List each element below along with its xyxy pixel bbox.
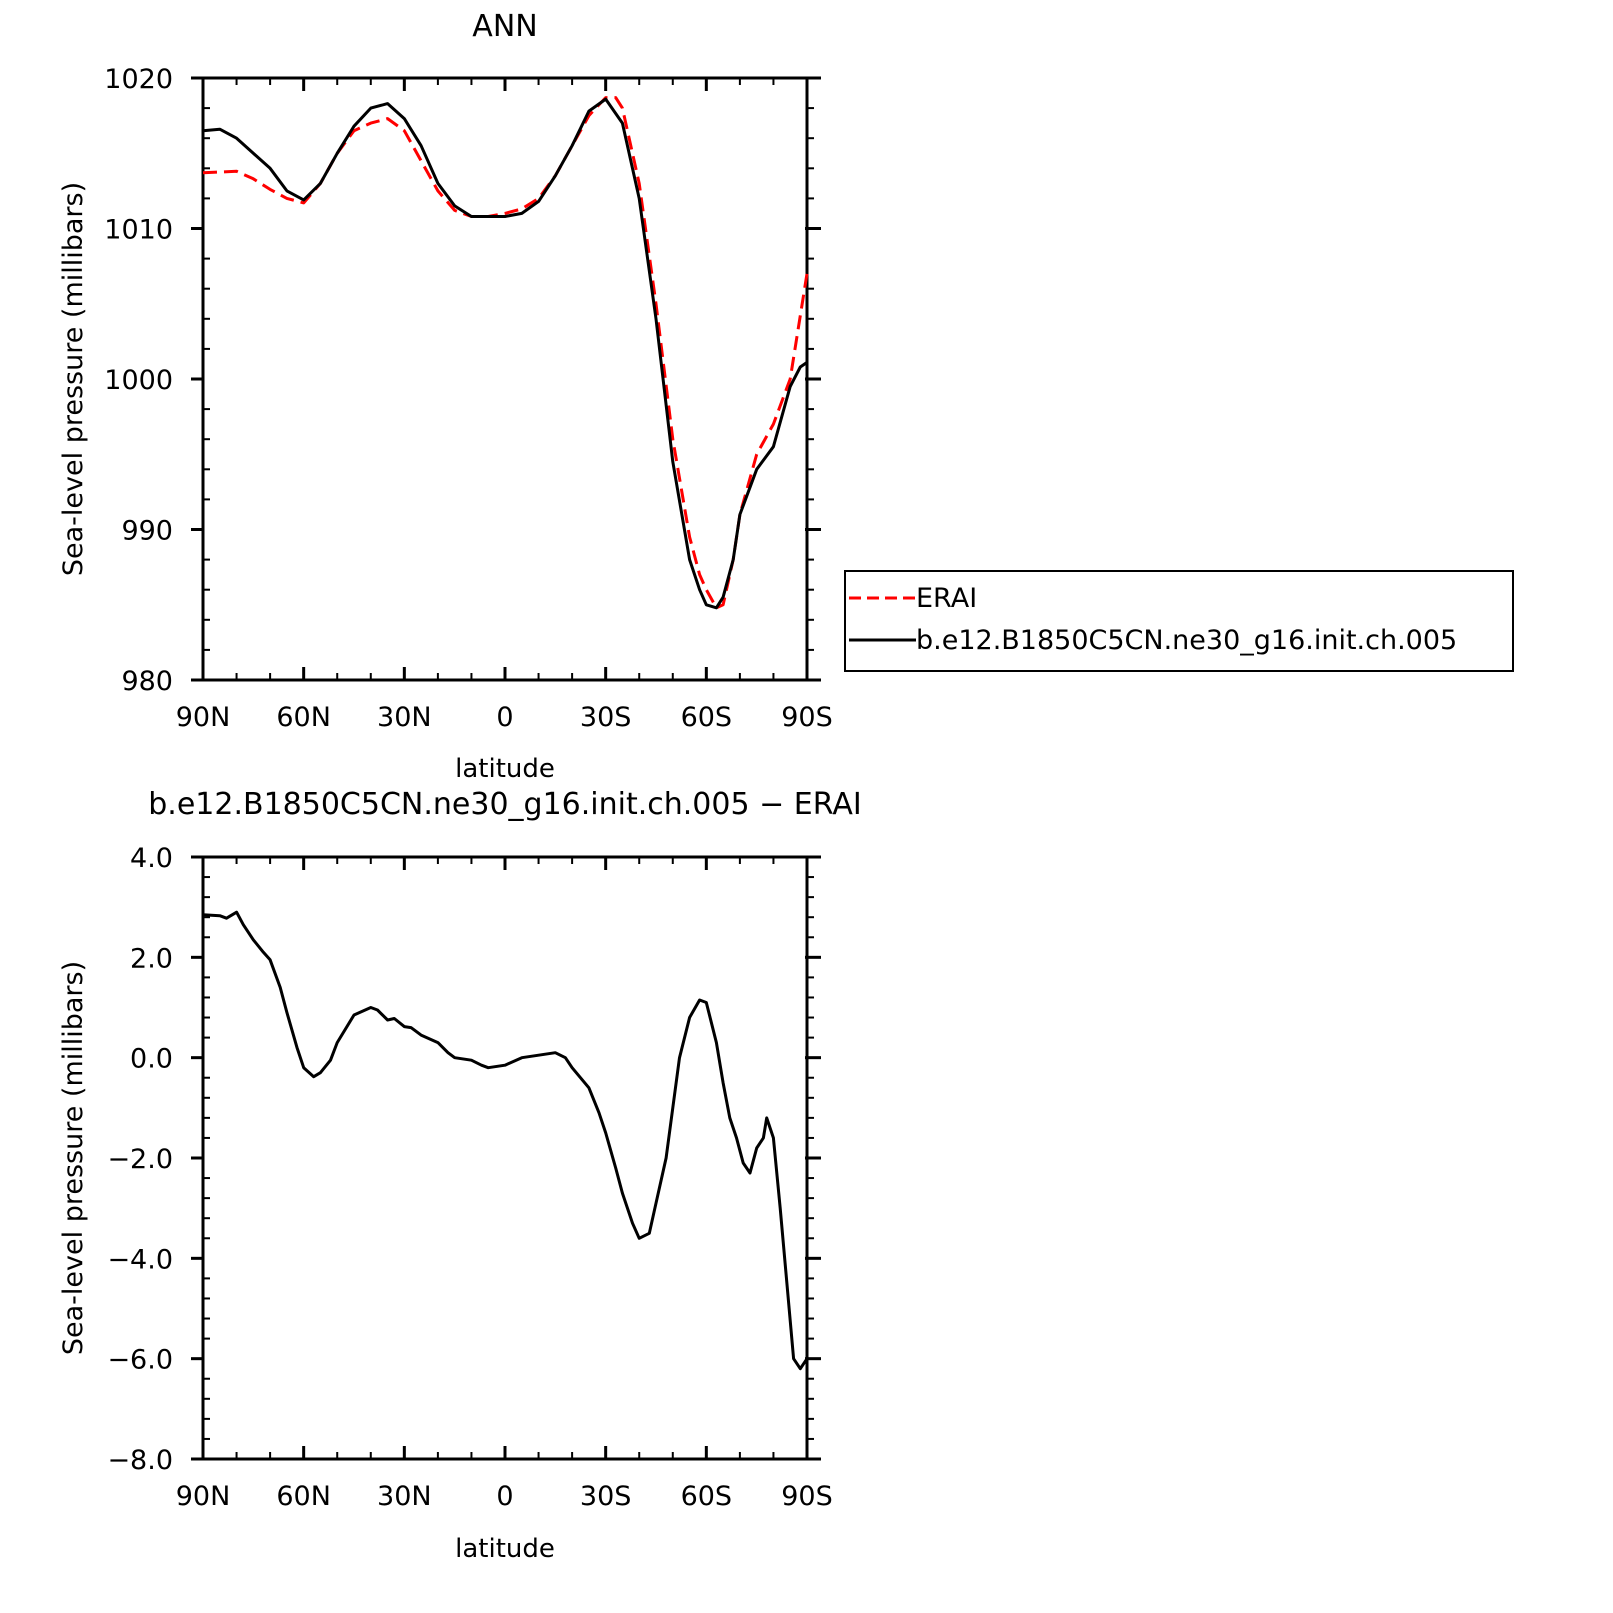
y-tick-label: 1020: [104, 64, 173, 95]
x-tick-label: 90N: [176, 1481, 231, 1512]
legend: ERAI b.e12.B1850C5CN.ne30_g16.init.ch.00…: [844, 570, 1514, 672]
y-tick-label: 0.0: [130, 1044, 173, 1075]
y-tick-label: 2.0: [130, 943, 173, 974]
y-tick-label: −4.0: [107, 1244, 173, 1275]
x-axis-label: latitude: [455, 1534, 555, 1564]
panel-title: b.e12.B1850C5CN.ne30_g16.init.ch.005 − E…: [148, 787, 861, 822]
x-tick-label: 90S: [781, 1481, 833, 1512]
x-tick-label: 30N: [377, 1481, 432, 1512]
legend-box: [844, 570, 1514, 672]
plot-frame: [201, 76, 809, 682]
series-line-difference: [202, 910, 809, 1371]
x-tick-label: 30S: [580, 1481, 632, 1512]
y-tick-label: 1000: [104, 365, 173, 396]
y-tick-label: 1010: [104, 215, 173, 246]
y-tick-label: 4.0: [130, 843, 173, 874]
series-line-erai: [202, 96, 809, 610]
x-tick-label: 30N: [377, 702, 432, 733]
x-tick-label: 60N: [276, 702, 331, 733]
x-tick-label: 60S: [681, 702, 733, 733]
x-tick-label: 60N: [276, 1481, 331, 1512]
y-axis-label: Sea-level pressure (millibars): [58, 182, 89, 576]
panel-ann: ANN 90N 60N 30N 0 30S 60S 90S 1020 1010 1000 990 98…: [58, 9, 833, 784]
series-line-model: [202, 97, 808, 610]
x-tick-label: 60S: [681, 1481, 733, 1512]
x-tick-label: 30S: [580, 702, 632, 733]
legend-label-model: b.e12.B1850C5CN.ne30_g16.init.ch.005: [916, 625, 1457, 656]
y-tick-label: −8.0: [107, 1445, 173, 1476]
y-tick-label: 980: [121, 666, 173, 697]
x-tick-label: 0: [496, 702, 513, 733]
x-tick-label: 90N: [176, 702, 231, 733]
x-tick-label: 0: [496, 1481, 513, 1512]
y-axis-label: Sea-level pressure (millibars): [58, 961, 89, 1355]
plot-frame: [201, 855, 809, 1461]
legend-label-erai: ERAI: [916, 583, 977, 614]
x-axis-label: latitude: [455, 754, 555, 784]
panel-difference: b.e12.B1850C5CN.ne30_g16.init.ch.005 − E…: [58, 787, 862, 1564]
y-tick-label: −2.0: [107, 1144, 173, 1175]
panel-title: ANN: [472, 9, 537, 44]
x-tick-label: 90S: [781, 702, 833, 733]
y-tick-label: −6.0: [107, 1345, 173, 1376]
y-tick-label: 990: [121, 516, 173, 547]
